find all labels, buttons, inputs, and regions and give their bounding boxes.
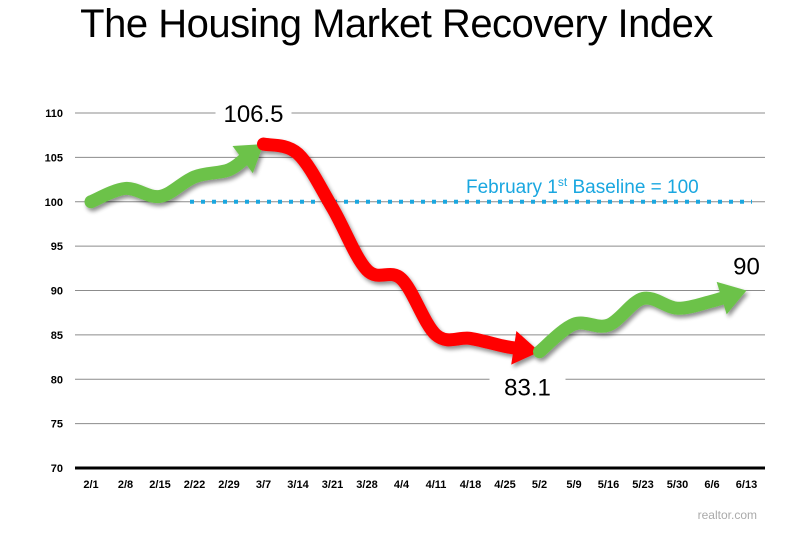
y-tick-label: 75 bbox=[51, 419, 63, 431]
x-tick-label: 6/6 bbox=[704, 479, 719, 491]
x-tick-label: 3/28 bbox=[356, 479, 377, 491]
x-tick-label: 3/7 bbox=[256, 479, 271, 491]
x-tick-label: 5/30 bbox=[667, 479, 688, 491]
x-tick-label: 2/1 bbox=[83, 479, 98, 491]
x-tick-label: 4/4 bbox=[394, 479, 410, 491]
annotation-bg bbox=[708, 250, 785, 281]
x-tick-label: 5/2 bbox=[532, 479, 547, 491]
x-tick-label: 3/21 bbox=[322, 479, 343, 491]
baseline-label: February 1st Baseline = 100 bbox=[466, 175, 699, 198]
arrowhead-rise bbox=[232, 144, 264, 174]
x-tick-label: 6/13 bbox=[736, 479, 757, 491]
gridlines bbox=[75, 112, 765, 470]
x-tick-label: 5/23 bbox=[632, 479, 653, 491]
source-label: realtor.com bbox=[698, 508, 757, 522]
y-tick-label: 80 bbox=[51, 374, 63, 386]
x-tick-label: 4/18 bbox=[460, 479, 481, 491]
x-tick-label: 5/9 bbox=[566, 479, 581, 491]
y-tick-label: 70 bbox=[51, 463, 63, 475]
annotation-label: 90 bbox=[733, 254, 760, 281]
y-tick-label: 90 bbox=[51, 286, 63, 298]
y-tick-label: 95 bbox=[51, 241, 63, 253]
series-lines bbox=[84, 137, 747, 365]
x-tick-label: 4/25 bbox=[494, 479, 515, 491]
annotation-bg bbox=[489, 371, 566, 402]
annotation-label: 106.5 bbox=[223, 101, 283, 128]
baseline-reference: February 1st Baseline = 100 bbox=[190, 175, 752, 204]
chart-title: The Housing Market Recovery Index bbox=[80, 2, 713, 46]
x-tick-label: 5/16 bbox=[598, 479, 619, 491]
x-tick-label: 2/22 bbox=[184, 479, 205, 491]
x-tick-label: 3/14 bbox=[287, 479, 309, 491]
arrowhead-decline bbox=[511, 330, 540, 365]
y-tick-label: 105 bbox=[45, 152, 63, 164]
arrowhead-recovery bbox=[716, 281, 747, 315]
annotation-label: 83.1 bbox=[504, 375, 551, 402]
y-axis-ticks: 70 75 80 85 90 95 100 105 110 bbox=[45, 108, 63, 475]
x-tick-label: 2/29 bbox=[218, 479, 239, 491]
y-tick-label: 85 bbox=[51, 330, 63, 342]
x-tick-label: 4/11 bbox=[426, 479, 447, 491]
y-tick-label: 100 bbox=[45, 197, 63, 209]
x-axis-ticks: 2/1 2/8 2/15 2/22 2/29 3/7 3/14 3/21 3/28 4/4 4/11… bbox=[83, 479, 757, 491]
x-tick-label: 2/15 bbox=[149, 479, 170, 491]
x-tick-label: 2/8 bbox=[118, 479, 133, 491]
series-line-decline bbox=[257, 137, 529, 356]
data-annotations: 106.5 83.1 90 bbox=[215, 98, 785, 402]
annotation-bg bbox=[215, 98, 292, 129]
y-tick-label: 110 bbox=[45, 108, 63, 120]
series-line-rise bbox=[84, 148, 256, 209]
series-line-recovery bbox=[533, 289, 736, 359]
